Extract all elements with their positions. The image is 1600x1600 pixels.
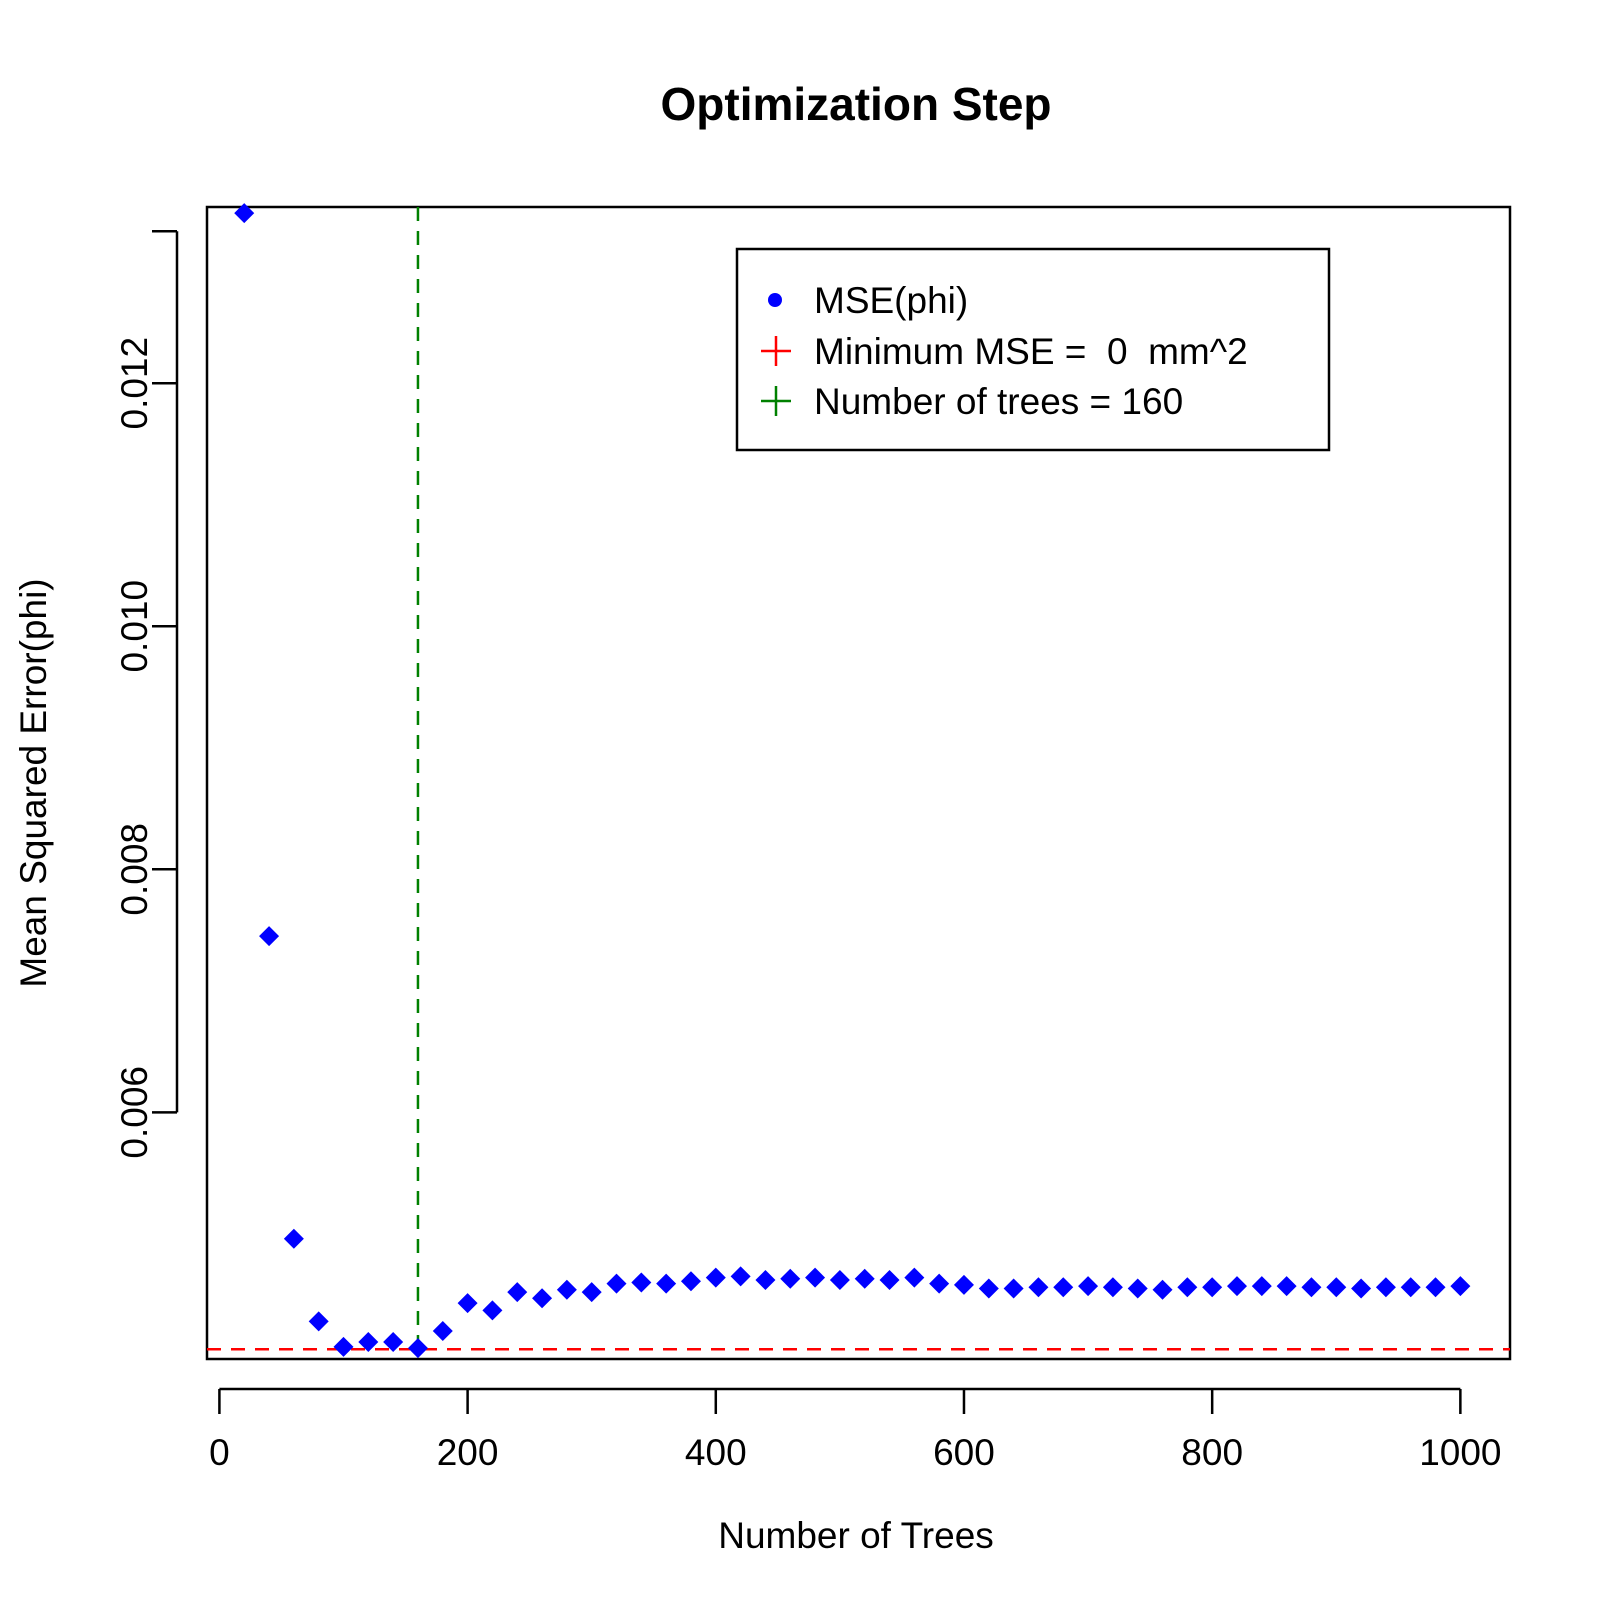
y-tick-label: 0.012 xyxy=(114,337,155,430)
x-tick-label: 200 xyxy=(437,1432,499,1473)
data-point xyxy=(507,1282,528,1303)
data-point xyxy=(606,1273,627,1294)
x-tick-label: 1000 xyxy=(1419,1432,1501,1473)
legend-plus-green-icon xyxy=(761,386,791,416)
data-point xyxy=(1425,1277,1446,1298)
data-point xyxy=(457,1293,478,1314)
data-point xyxy=(904,1267,925,1288)
data-point xyxy=(1375,1277,1396,1298)
data-point xyxy=(656,1273,677,1294)
data-point xyxy=(1003,1278,1024,1299)
data-point xyxy=(1326,1277,1347,1298)
data-point xyxy=(308,1311,329,1332)
y-axis: 0.006 0.008 0.010 0.012 xyxy=(114,230,179,1159)
data-point xyxy=(333,1336,354,1357)
data-point xyxy=(581,1282,602,1303)
legend-plus-red-icon xyxy=(761,336,791,366)
data-point xyxy=(1351,1278,1372,1299)
data-point xyxy=(879,1270,900,1291)
data-point xyxy=(631,1272,652,1293)
data-point xyxy=(1251,1276,1272,1297)
x-tick-label: 800 xyxy=(1181,1432,1243,1473)
data-point xyxy=(730,1266,751,1287)
data-point xyxy=(234,203,255,224)
legend-box xyxy=(735,247,1331,452)
data-point xyxy=(1400,1277,1421,1298)
x-tick-label: 400 xyxy=(685,1432,747,1473)
legend-entry-minimum: Minimum MSE = 0 mm^2 xyxy=(814,331,1248,372)
data-point xyxy=(556,1279,577,1300)
data-point xyxy=(1202,1277,1223,1298)
data-point xyxy=(432,1321,453,1342)
legend-entry-mse: MSE(phi) xyxy=(814,280,968,321)
data-point xyxy=(1102,1277,1123,1298)
data-point xyxy=(978,1278,999,1299)
plot-frame xyxy=(205,205,1512,1361)
data-point xyxy=(829,1270,850,1291)
data-point xyxy=(482,1300,503,1321)
data-point xyxy=(1053,1277,1074,1298)
legend-dot-icon xyxy=(768,293,782,307)
data-point xyxy=(1177,1277,1198,1298)
data-point xyxy=(780,1268,801,1289)
data-point xyxy=(705,1267,726,1288)
plot-area xyxy=(205,203,1512,1361)
chart-title: Optimization Step xyxy=(661,78,1052,130)
legend-entry-trees: Number of trees = 160 xyxy=(814,381,1183,422)
x-axis-label: Number of Trees xyxy=(718,1515,994,1556)
data-point xyxy=(358,1331,379,1352)
data-point xyxy=(259,926,280,947)
y-axis-label: Mean Squared Error(phi) xyxy=(13,578,54,987)
data-point xyxy=(407,1338,428,1359)
data-point xyxy=(1078,1276,1099,1297)
data-point xyxy=(953,1274,974,1295)
data-point xyxy=(854,1268,875,1289)
data-point xyxy=(1226,1276,1247,1297)
y-tick-label: 0.010 xyxy=(114,580,155,673)
data-point xyxy=(383,1331,404,1352)
y-tick-label: 0.006 xyxy=(114,1066,155,1159)
data-point xyxy=(680,1271,701,1292)
x-tick-label: 600 xyxy=(933,1432,995,1473)
data-point xyxy=(532,1288,553,1309)
data-point xyxy=(929,1273,950,1294)
data-point xyxy=(1152,1279,1173,1300)
data-point xyxy=(1301,1277,1322,1298)
data-point xyxy=(283,1228,304,1249)
y-tick-label: 0.008 xyxy=(114,823,155,916)
data-points xyxy=(234,203,1471,1359)
data-point xyxy=(1276,1276,1297,1297)
data-point xyxy=(1028,1277,1049,1298)
x-axis: 0 200 400 600 800 1000 xyxy=(209,1387,1502,1473)
data-point xyxy=(1450,1276,1471,1297)
data-point xyxy=(1127,1278,1148,1299)
legend: MSE(phi) Minimum MSE = 0 mm^2 Number of … xyxy=(735,247,1331,452)
x-tick-label: 0 xyxy=(209,1432,230,1473)
data-point xyxy=(805,1267,826,1288)
data-point xyxy=(755,1270,776,1291)
